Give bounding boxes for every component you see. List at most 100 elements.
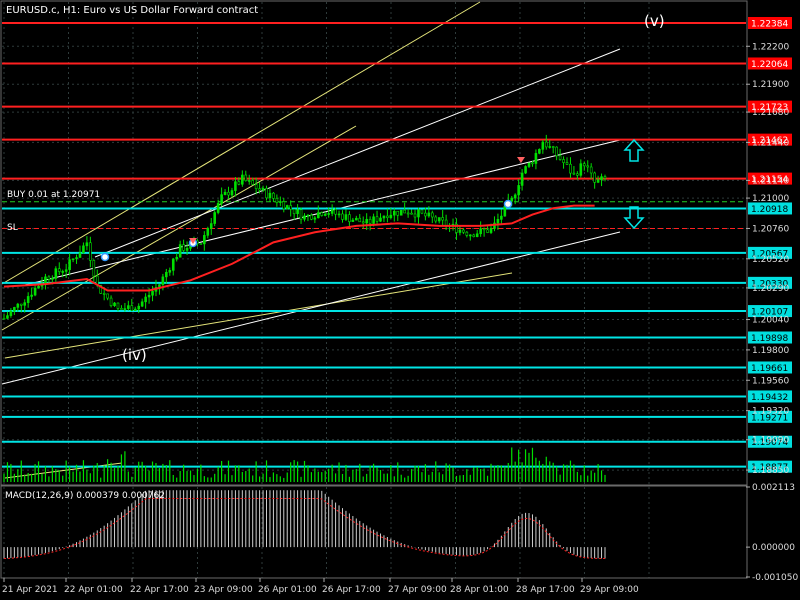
time-tick-label: 26 Apr 01:00 [258, 585, 317, 595]
candle-body [458, 229, 462, 233]
candle-body [427, 212, 431, 217]
candle-body [424, 212, 427, 217]
candle-body [434, 216, 438, 222]
candle-body [227, 191, 230, 196]
level-price-tag [748, 331, 792, 344]
candle-body [396, 210, 400, 216]
candle-body [19, 303, 23, 306]
candle-body [579, 163, 583, 176]
candle-body [320, 212, 324, 216]
candle-body [299, 209, 303, 220]
chart-title: EURUSD.c, H1: Euro vs US Dollar Forward … [6, 5, 258, 16]
candle-body [85, 242, 89, 247]
price-tick-label: 1.19320 [752, 407, 789, 417]
time-tick-label: 27 Apr 09:00 [388, 585, 447, 595]
candle-body [285, 205, 289, 210]
candle-body [465, 231, 469, 236]
buy-order-line[interactable] [2, 201, 746, 229]
candle-body [30, 294, 33, 297]
candle-body [209, 223, 213, 229]
time-tick-label: 23 Apr 09:00 [194, 585, 253, 595]
candle-body [327, 213, 330, 215]
level-price-tag [748, 202, 792, 215]
price-tick-label: 1.20760 [752, 224, 789, 234]
level-price-label: 1.20107 [751, 308, 788, 318]
candle-body [513, 194, 517, 199]
candle-body [475, 233, 479, 237]
candle-body [137, 305, 141, 310]
candle-body [410, 212, 413, 215]
candle-body [600, 176, 603, 181]
candle-body [534, 153, 538, 164]
level-price-tag [748, 460, 792, 473]
horizontal-levels[interactable]: 1.22384 1.22064 1.21723 1.21462 1.21154 1.209… [2, 17, 792, 473]
trade-markers[interactable] [100, 157, 526, 262]
candle-body [503, 205, 507, 217]
level-price-label: 1.20567 [751, 249, 788, 259]
candle-body [51, 278, 54, 280]
price-tick-label: 1.21140 [752, 176, 789, 186]
candle-body [562, 159, 565, 163]
level-price-tag [748, 57, 792, 70]
macd-frame [0, 485, 748, 579]
candle-body [254, 184, 258, 189]
level-price-tag [748, 100, 792, 113]
trend-channels [1, 1, 621, 479]
candle-body [275, 198, 279, 203]
candle-body [9, 310, 13, 316]
volume-bars [3, 447, 606, 482]
candle-body [185, 248, 189, 251]
time-tick-label: 29 Apr 09:00 [580, 585, 639, 595]
candle-body [113, 302, 116, 306]
macd-tick-label: 0.002113 [752, 483, 795, 493]
candle-body [565, 162, 569, 165]
candle-body [2, 317, 6, 320]
candle-body [289, 205, 292, 210]
price-tick-label: 1.20040 [752, 316, 789, 326]
level-price-tag [748, 361, 792, 374]
level-price-tag [748, 435, 792, 448]
candle-body [317, 212, 320, 219]
candle-body [337, 213, 341, 216]
candle-body [37, 285, 40, 289]
candle-body [348, 214, 351, 222]
candle-body [358, 217, 362, 223]
stop-loss-label: SL [7, 223, 18, 233]
price-tick-label: 1.21440 [752, 138, 789, 148]
candle-body [282, 201, 286, 210]
candle-body [261, 188, 265, 191]
candle-body [265, 188, 268, 199]
level-price-label: 1.21462 [751, 136, 788, 146]
wave-label-v: (v) [644, 12, 665, 30]
candle-body [372, 216, 375, 224]
candle-body [26, 296, 30, 303]
sell-marker [189, 238, 197, 244]
level-price-label: 1.20330 [751, 279, 788, 289]
candle-body [220, 194, 223, 204]
candle-body [120, 308, 123, 310]
level-price-label: 1.20918 [751, 205, 788, 215]
candle-body [551, 146, 555, 148]
candle-body [75, 257, 78, 260]
macd-tick-label: -0.001050 [752, 573, 798, 583]
signal-arrows [623, 138, 645, 230]
down-arrow-icon [623, 206, 645, 230]
candle-body [178, 244, 182, 258]
candle-body [524, 166, 527, 174]
candle-body [441, 217, 444, 221]
time-tick-label: 26 Apr 17:00 [322, 585, 381, 595]
candle-body [430, 212, 434, 218]
candle-body [310, 214, 313, 220]
candle-body [133, 308, 137, 311]
candle-body [417, 209, 420, 218]
candle-body [399, 209, 403, 216]
candle-body [13, 307, 16, 312]
macd-signal-line [3, 497, 606, 560]
candle-body [78, 252, 82, 258]
candle-body [527, 162, 531, 167]
candle-body [393, 210, 396, 216]
candle-body [54, 268, 58, 279]
candle-body [102, 293, 106, 295]
candle-body [368, 218, 372, 224]
